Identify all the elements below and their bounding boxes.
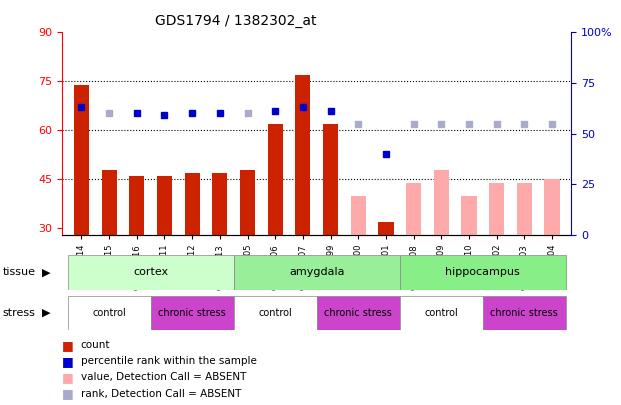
Bar bbox=[461, 196, 476, 235]
Bar bbox=[102, 170, 117, 235]
Bar bbox=[483, 296, 566, 330]
Text: cortex: cortex bbox=[133, 267, 168, 277]
Bar bbox=[74, 85, 89, 235]
Text: amygdala: amygdala bbox=[289, 267, 345, 277]
Bar bbox=[317, 296, 400, 330]
Text: chronic stress: chronic stress bbox=[491, 308, 558, 318]
Bar bbox=[489, 183, 504, 235]
Bar bbox=[240, 170, 255, 235]
Text: chronic stress: chronic stress bbox=[324, 308, 392, 318]
Text: control: control bbox=[93, 308, 126, 318]
Bar bbox=[545, 179, 560, 235]
Text: ▶: ▶ bbox=[42, 308, 51, 318]
Text: value, Detection Call = ABSENT: value, Detection Call = ABSENT bbox=[81, 373, 246, 382]
Bar bbox=[400, 255, 566, 290]
Text: percentile rank within the sample: percentile rank within the sample bbox=[81, 356, 256, 366]
Bar bbox=[233, 296, 317, 330]
Text: ▶: ▶ bbox=[42, 267, 51, 277]
Bar bbox=[378, 222, 394, 235]
Text: count: count bbox=[81, 340, 111, 350]
Text: ■: ■ bbox=[62, 339, 74, 352]
Text: ■: ■ bbox=[62, 371, 74, 384]
Text: chronic stress: chronic stress bbox=[158, 308, 226, 318]
Bar bbox=[233, 255, 400, 290]
Text: rank, Detection Call = ABSENT: rank, Detection Call = ABSENT bbox=[81, 389, 241, 399]
Bar bbox=[151, 296, 233, 330]
Text: stress: stress bbox=[2, 308, 35, 318]
Bar bbox=[406, 183, 421, 235]
Bar bbox=[433, 170, 449, 235]
Bar bbox=[400, 296, 483, 330]
Bar bbox=[351, 196, 366, 235]
Bar bbox=[129, 176, 145, 235]
Bar bbox=[184, 173, 200, 235]
Bar bbox=[268, 124, 283, 235]
Text: control: control bbox=[424, 308, 458, 318]
Bar bbox=[68, 255, 233, 290]
Text: hippocampus: hippocampus bbox=[445, 267, 520, 277]
Bar bbox=[295, 75, 310, 235]
Bar bbox=[323, 124, 338, 235]
Bar bbox=[212, 173, 227, 235]
Text: ■: ■ bbox=[62, 387, 74, 400]
Text: ■: ■ bbox=[62, 355, 74, 368]
Text: control: control bbox=[258, 308, 292, 318]
Bar bbox=[157, 176, 172, 235]
Bar bbox=[68, 296, 151, 330]
Bar bbox=[517, 183, 532, 235]
Text: GDS1794 / 1382302_at: GDS1794 / 1382302_at bbox=[155, 14, 317, 28]
Text: tissue: tissue bbox=[2, 267, 35, 277]
